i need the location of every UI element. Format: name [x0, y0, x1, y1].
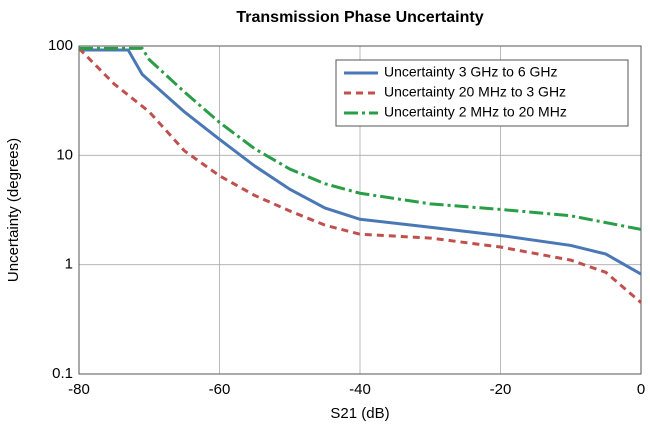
plot-frame [78, 45, 642, 375]
y-tick-label: 0.1 [52, 365, 73, 382]
x-tick-label: -80 [68, 381, 90, 398]
y-axis-label: Uncertainty (degrees) [5, 138, 22, 282]
legend-box [335, 59, 629, 127]
legend-label: Uncertainty 3 GHz to 6 GHz [384, 64, 558, 80]
y-tick-label: 100 [48, 37, 73, 54]
chart-title: Transmission Phase Uncertainty [236, 9, 483, 26]
series-line [79, 46, 642, 231]
series-line [79, 48, 642, 276]
y-tick-label: 1 [65, 256, 73, 273]
series-line [77, 47, 642, 304]
x-axis-label: S21 (dB) [330, 405, 389, 422]
x-tick-label: -40 [349, 381, 371, 398]
legend-label: Uncertainty 20 MHz to 3 GHz [384, 84, 566, 100]
y-tick-label: 10 [56, 146, 73, 163]
x-tick-label: -20 [490, 381, 512, 398]
x-tick-label: 0 [637, 381, 645, 398]
x-tick-label: -60 [209, 381, 231, 398]
legend-label: Uncertainty 2 MHz to 20 MHz [384, 104, 567, 120]
